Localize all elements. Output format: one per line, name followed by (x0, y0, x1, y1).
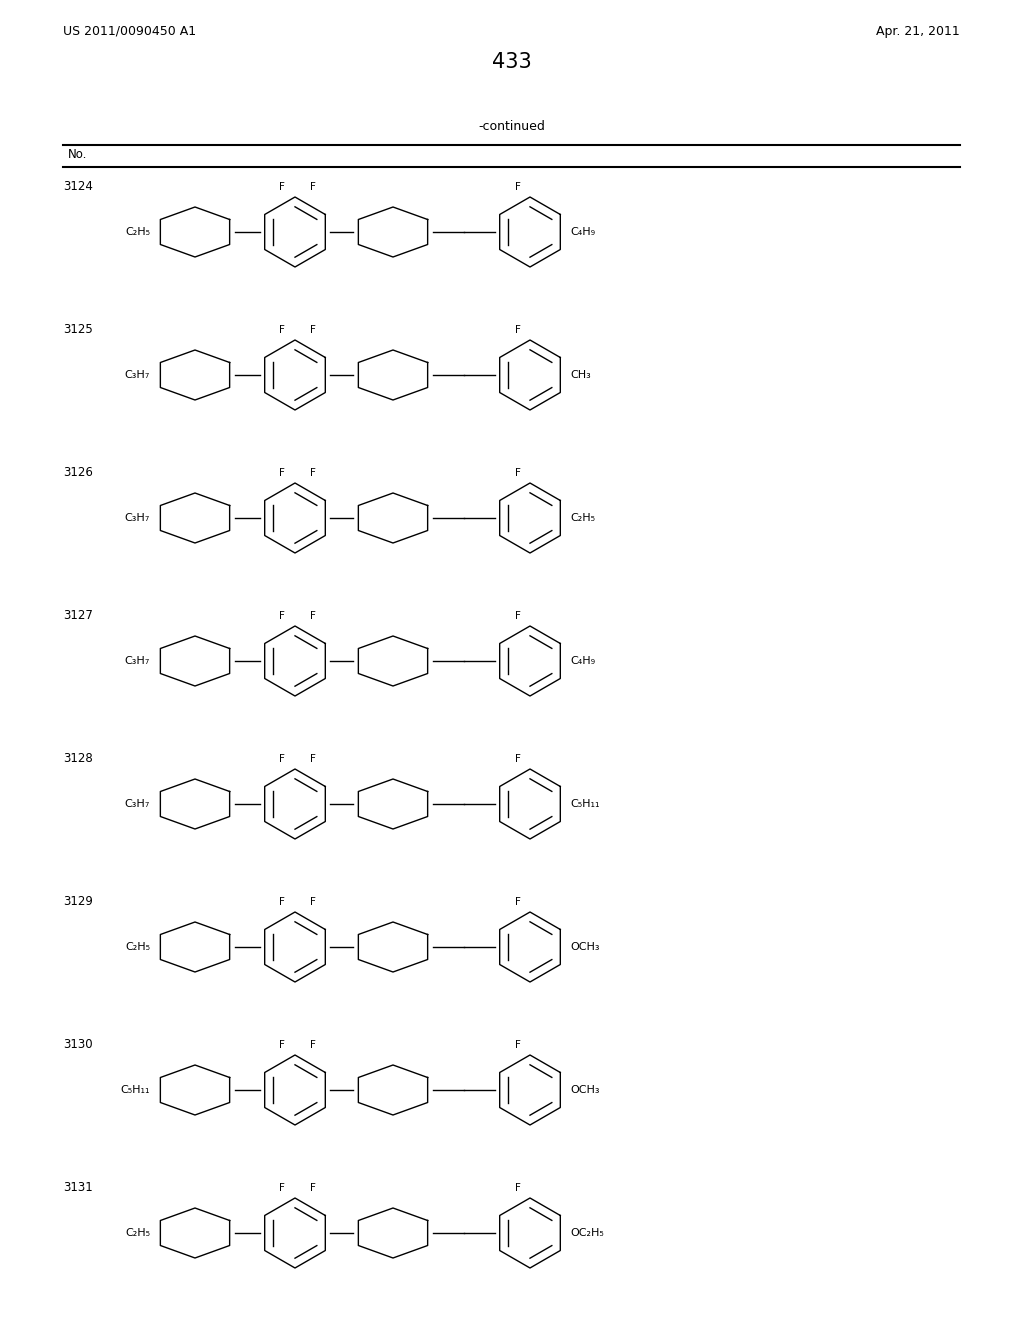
Text: C₃H₇: C₃H₇ (125, 513, 150, 523)
Text: C₄H₉: C₄H₉ (570, 656, 595, 667)
Text: OC₂H₅: OC₂H₅ (570, 1228, 604, 1238)
Text: F: F (515, 182, 521, 191)
Text: Apr. 21, 2011: Apr. 21, 2011 (877, 25, 961, 38)
Text: F: F (310, 325, 316, 335)
Text: C₃H₇: C₃H₇ (125, 370, 150, 380)
Text: -continued: -continued (478, 120, 546, 133)
Text: F: F (515, 898, 521, 907)
Text: 3131: 3131 (63, 1181, 93, 1195)
Text: F: F (280, 611, 285, 620)
Text: F: F (515, 754, 521, 764)
Text: C₂H₅: C₂H₅ (125, 942, 150, 952)
Text: No.: No. (68, 148, 87, 161)
Text: F: F (280, 182, 285, 191)
Text: 3128: 3128 (63, 752, 93, 766)
Text: F: F (310, 182, 316, 191)
Text: F: F (280, 754, 285, 764)
Text: F: F (515, 325, 521, 335)
Text: F: F (515, 1040, 521, 1049)
Text: F: F (280, 469, 285, 478)
Text: 3125: 3125 (63, 323, 93, 337)
Text: C₅H₁₁: C₅H₁₁ (121, 1085, 150, 1096)
Text: F: F (280, 1183, 285, 1193)
Text: 3126: 3126 (63, 466, 93, 479)
Text: F: F (515, 469, 521, 478)
Text: OCH₃: OCH₃ (570, 942, 599, 952)
Text: F: F (310, 898, 316, 907)
Text: C₂H₅: C₂H₅ (570, 513, 595, 523)
Text: CH₃: CH₃ (570, 370, 591, 380)
Text: OCH₃: OCH₃ (570, 1085, 599, 1096)
Text: F: F (515, 1183, 521, 1193)
Text: 3124: 3124 (63, 180, 93, 193)
Text: F: F (280, 898, 285, 907)
Text: C₃H₇: C₃H₇ (125, 656, 150, 667)
Text: C₄H₉: C₄H₉ (570, 227, 595, 238)
Text: C₂H₅: C₂H₅ (125, 1228, 150, 1238)
Text: 3130: 3130 (63, 1038, 92, 1051)
Text: F: F (310, 1183, 316, 1193)
Text: F: F (310, 469, 316, 478)
Text: F: F (280, 1040, 285, 1049)
Text: F: F (280, 325, 285, 335)
Text: C₅H₁₁: C₅H₁₁ (570, 799, 599, 809)
Text: F: F (515, 611, 521, 620)
Text: C₂H₅: C₂H₅ (125, 227, 150, 238)
Text: US 2011/0090450 A1: US 2011/0090450 A1 (63, 25, 197, 38)
Text: 3127: 3127 (63, 609, 93, 622)
Text: 3129: 3129 (63, 895, 93, 908)
Text: F: F (310, 1040, 316, 1049)
Text: C₃H₇: C₃H₇ (125, 799, 150, 809)
Text: F: F (310, 611, 316, 620)
Text: F: F (310, 754, 316, 764)
Text: 433: 433 (493, 51, 531, 73)
